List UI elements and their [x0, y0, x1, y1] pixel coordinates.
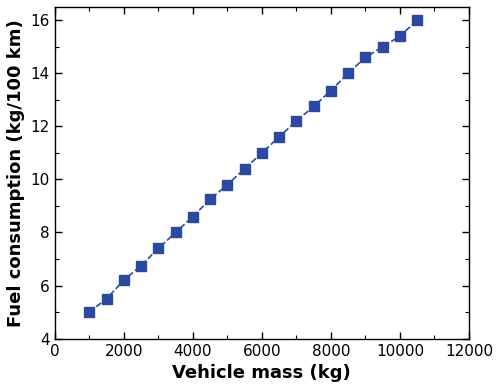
Y-axis label: Fuel consumption (kg/100 km): Fuel consumption (kg/100 km) — [7, 19, 25, 327]
X-axis label: Vehicle mass (kg): Vehicle mass (kg) — [172, 364, 351, 382]
